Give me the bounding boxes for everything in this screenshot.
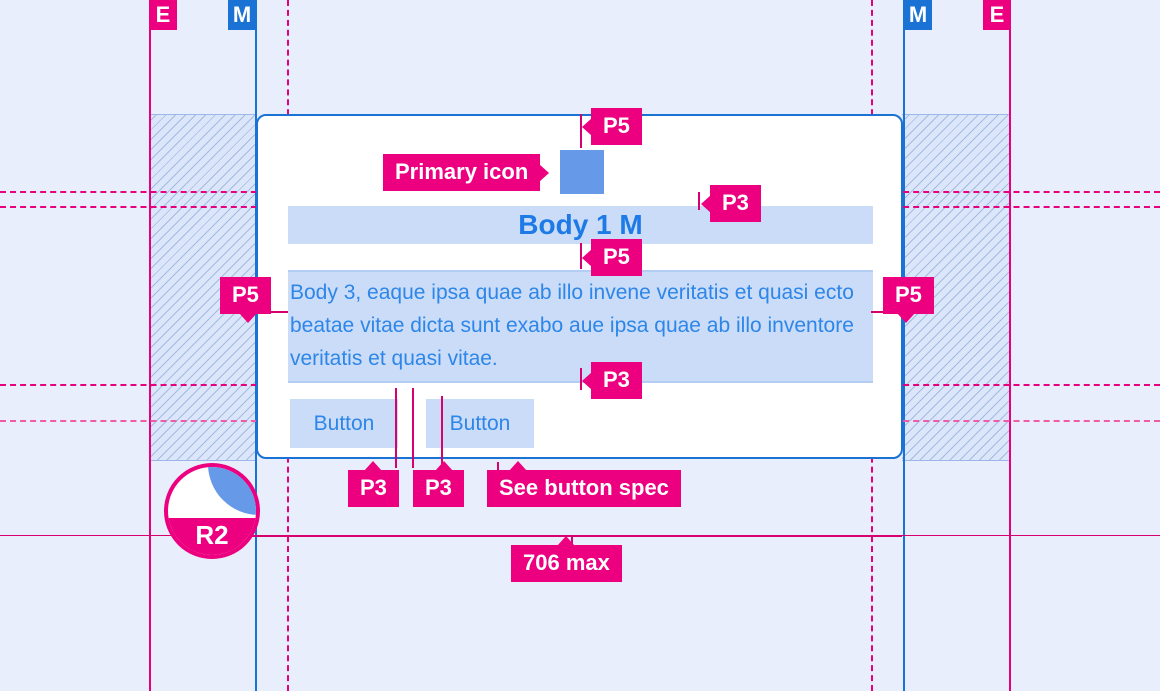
tag-title-bottom-pad: P5: [582, 239, 642, 276]
tag-icon-bottom-pad: P3: [701, 185, 761, 222]
button-primary[interactable]: Button: [290, 399, 398, 448]
leader-button-left-pad: [395, 388, 397, 468]
leader-body-bottom-pad: [580, 368, 582, 390]
corner-radius-arc: [208, 467, 256, 515]
tag-button-spec-note: See button spec: [487, 461, 681, 507]
corner-radius-badge: R2: [164, 463, 260, 559]
button-secondary-label: Button: [449, 411, 511, 435]
tag-primary-icon-label: Primary icon: [383, 154, 550, 191]
leader-button-gap-pad-2: [441, 396, 443, 468]
tag-button-gap-pad: P3: [413, 461, 464, 507]
marker-margin-right: M: [904, 0, 932, 30]
leader-body-left-pad: [257, 311, 288, 313]
guide-edge-right: [1009, 0, 1011, 691]
leader-icon-bottom-pad: [698, 192, 700, 210]
tag-body-right-pad: P5: [883, 277, 934, 323]
leader-button-spec: [497, 462, 499, 472]
leader-title-bottom-pad: [580, 243, 582, 269]
leader-corner-radius: [212, 535, 902, 537]
guide-margin-right: [903, 0, 905, 691]
tag-button-left-pad: P3: [348, 461, 399, 507]
corner-radius-label-area: R2: [168, 518, 256, 555]
marker-edge-right: E: [983, 0, 1011, 30]
card-title-band: Body 1 M: [288, 206, 873, 244]
corner-radius-label: R2: [195, 520, 229, 551]
card-title: Body 1 M: [518, 209, 643, 240]
tag-body-left-pad: P5: [220, 277, 271, 323]
leader-icon-top-pad: [580, 114, 582, 148]
marker-margin-left: M: [228, 0, 256, 30]
card-body-band: Body 3, eaque ipsa quae ab illo invene v…: [288, 270, 873, 383]
button-primary-label: Button: [313, 411, 375, 435]
tag-max-width: 706 max: [511, 536, 622, 582]
card-container: Body 1 M Body 3, eaque ipsa quae ab illo…: [256, 114, 903, 459]
button-secondary[interactable]: Button: [426, 399, 534, 448]
card-body-text: Body 3, eaque ipsa quae ab illo invene v…: [290, 281, 854, 370]
tag-icon-top-pad: P5: [582, 108, 642, 145]
primary-icon[interactable]: [560, 150, 604, 194]
tag-body-bottom-pad: P3: [582, 362, 642, 399]
leader-button-gap-pad: [412, 388, 414, 468]
guide-edge-left: [149, 0, 151, 691]
marker-edge-left: E: [149, 0, 177, 30]
